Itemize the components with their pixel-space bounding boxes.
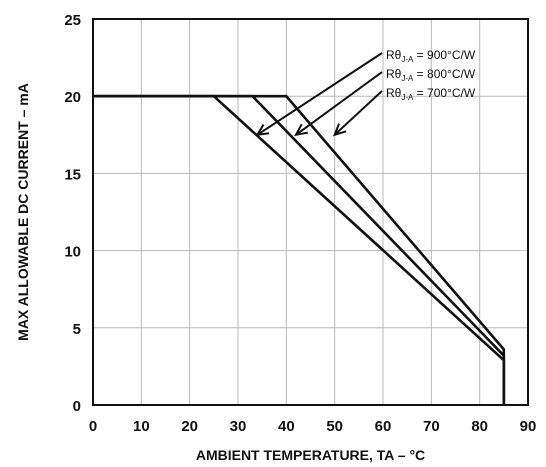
x-tick-label: 90 <box>520 418 537 435</box>
y-tick-label: 15 <box>64 166 81 183</box>
legend-entry-2: RθJ-A = 800°C/W <box>386 67 476 83</box>
x-tick-label: 0 <box>89 418 97 435</box>
x-tick-labels: 0 10 20 30 40 50 60 70 80 90 <box>89 418 537 435</box>
legend: RθJ-A = 900°C/W RθJ-A = 800°C/W RθJ-A = 70… <box>255 48 476 137</box>
series-line-3 <box>93 94 506 405</box>
x-tick-label: 70 <box>423 418 440 435</box>
y-tick-label: 20 <box>64 89 81 106</box>
legend-arrow-1 <box>256 52 383 136</box>
x-tick-label: 30 <box>230 418 247 435</box>
x-axis-title: AMBIENT TEMPERATURE, TA – °C <box>196 447 425 463</box>
legend-arrow-3 <box>333 90 383 136</box>
y-axis-title: MAX ALLOWABLE DC CURRENT – mA <box>15 83 31 341</box>
x-tick-label: 10 <box>133 418 150 435</box>
legend-entry-3: RθJ-A = 700°C/W <box>386 86 476 102</box>
x-tick-label: 50 <box>326 418 343 435</box>
legend-arrow-head-1 <box>255 123 270 137</box>
legend-arrow-head-2 <box>294 123 308 137</box>
y-tick-label: 10 <box>64 244 81 261</box>
series-lines <box>93 94 506 405</box>
x-tick-label: 20 <box>181 418 198 435</box>
x-tick-label: 60 <box>375 418 392 435</box>
y-tick-label: 5 <box>73 321 81 338</box>
legend-entry-1: RθJ-A = 900°C/W <box>386 48 476 64</box>
legend-arrow-2 <box>295 71 383 136</box>
legend-arrow-head-3 <box>332 123 347 137</box>
y-tick-label: 25 <box>64 12 81 29</box>
x-tick-label: 80 <box>471 418 488 435</box>
x-tick-label: 40 <box>278 418 295 435</box>
y-tick-labels: 0 5 10 15 20 25 <box>64 12 81 415</box>
y-tick-label: 0 <box>73 398 81 415</box>
plot-frame <box>92 18 529 406</box>
